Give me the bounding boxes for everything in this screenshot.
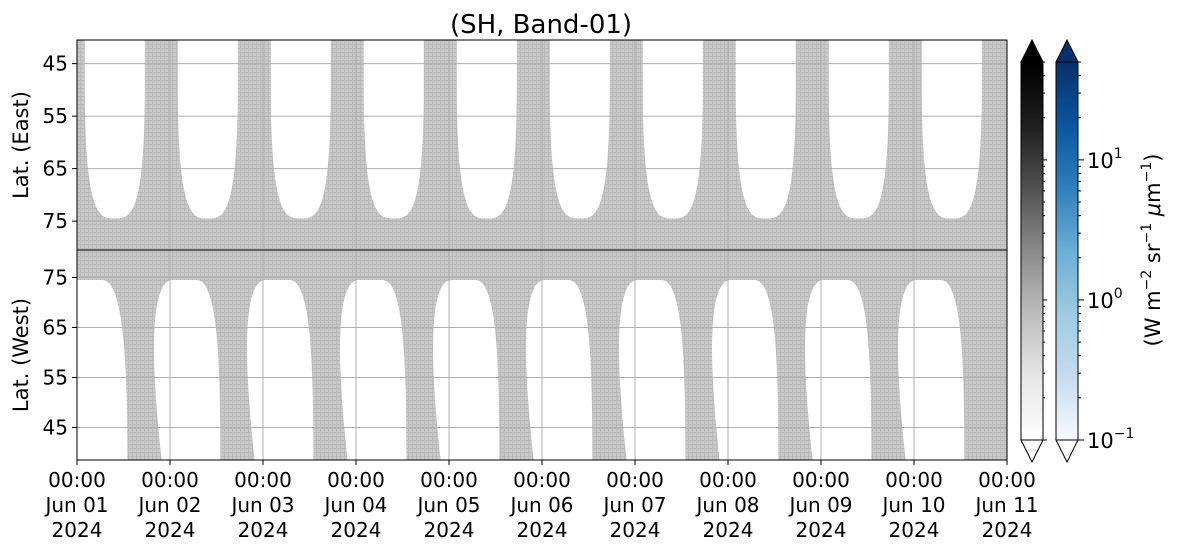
x-tick-label-line: Jun 09 — [787, 493, 852, 517]
x-tick-label: 00:00 Jun 06 2024 — [508, 468, 573, 542]
east-y-ticks: 45 55 65 75 — [43, 52, 77, 233]
colorbar-tick-label: 101 — [1087, 146, 1123, 173]
east-night-band — [84, 40, 145, 219]
east-night-band — [735, 40, 796, 219]
colorbars — [1020, 38, 1079, 464]
west-night-band — [340, 280, 407, 460]
west-night-band — [526, 280, 593, 460]
west-night-band — [154, 280, 221, 460]
east-night-band — [828, 40, 889, 219]
west-y-tick-label: 45 — [43, 416, 68, 440]
x-tick-label-line: 2024 — [517, 518, 568, 542]
x-tick-label-line: Jun 01 — [43, 493, 108, 517]
east-night-band — [642, 40, 703, 219]
east-y-axis-label: Lat. (East) — [9, 91, 33, 199]
east-y-tick-label: 55 — [43, 104, 68, 128]
east-night-band — [177, 40, 238, 219]
x-tick-label-line: 2024 — [145, 518, 196, 542]
east-night-band — [363, 40, 424, 219]
colorbar-label: (W m−2 sr−1 μm−1) — [1139, 154, 1165, 347]
x-tick-label: 00:00 Jun 01 2024 — [43, 468, 108, 542]
x-tick-label-line: Jun 03 — [229, 493, 294, 517]
x-tick-label-line: 00:00 — [513, 468, 571, 492]
west-y-ticks: 75 65 55 45 — [43, 266, 77, 440]
west-night-band — [77, 280, 128, 460]
x-tick-label-line: 00:00 — [885, 468, 943, 492]
x-tick-label-line: Jun 11 — [973, 493, 1038, 517]
west-panel: 75 65 55 45 Lat. (West) — [9, 249, 1008, 461]
x-tick-label-line: 00:00 — [699, 468, 757, 492]
west-y-tick-label: 55 — [43, 366, 68, 390]
x-tick-label: 00:00 Jun 09 2024 — [787, 468, 852, 542]
greys-colorbar-extend-min — [1020, 439, 1044, 464]
x-tick-label-line: 2024 — [424, 518, 475, 542]
west-night-band — [619, 280, 686, 460]
x-tick-label: 00:00 Jun 02 2024 — [136, 468, 201, 542]
x-tick-label: 00:00 Jun 10 2024 — [880, 468, 945, 542]
greys-colorbar — [1020, 61, 1044, 441]
east-night-bands — [84, 40, 982, 219]
x-tick-label-line: Jun 06 — [508, 493, 573, 517]
x-tick-label: 00:00 Jun 08 2024 — [694, 468, 759, 542]
x-tick-label: 00:00 Jun 05 2024 — [415, 468, 480, 542]
x-tick-label: 00:00 Jun 07 2024 — [601, 468, 666, 542]
x-tick-label-line: 00:00 — [978, 468, 1036, 492]
x-tick-label: 00:00 Jun 11 2024 — [973, 468, 1038, 542]
west-night-band — [805, 280, 872, 460]
west-night-band — [247, 280, 314, 460]
x-tick-label: 00:00 Jun 03 2024 — [229, 468, 294, 542]
west-y-tick-label: 75 — [43, 266, 68, 290]
x-tick-label-line: 00:00 — [234, 468, 292, 492]
x-tick-label-line: 2024 — [982, 518, 1033, 542]
x-tick-label-line: 00:00 — [792, 468, 850, 492]
x-tick-label-line: 00:00 — [48, 468, 106, 492]
x-tick-label-line: 2024 — [331, 518, 382, 542]
x-tick-label-line: Jun 08 — [694, 493, 759, 517]
blues-colorbar-extend-min — [1055, 439, 1079, 464]
east-y-tick-label: 75 — [43, 209, 68, 233]
colorbar-tick-label: 10−1 — [1087, 426, 1134, 453]
west-y-axis-label: Lat. (West) — [9, 298, 33, 412]
west-night-band — [433, 280, 500, 460]
x-tick-label-line: 00:00 — [606, 468, 664, 492]
x-tick-label-line: 2024 — [796, 518, 847, 542]
east-y-tick-label: 65 — [43, 157, 68, 181]
greys-colorbar-extend-max — [1020, 38, 1044, 63]
colorbar-ticks: 10−1 100 101 — [1043, 61, 1134, 453]
x-tick-label-line: 00:00 — [420, 468, 478, 492]
x-tick-label-line: 2024 — [703, 518, 754, 542]
x-tick-label-line: 00:00 — [327, 468, 385, 492]
west-night-bands — [77, 280, 965, 460]
x-tick-label-line: 2024 — [889, 518, 940, 542]
east-night-band — [549, 40, 610, 219]
x-tick-label: 00:00 Jun 04 2024 — [322, 468, 387, 542]
x-tick-label-line: 00:00 — [141, 468, 199, 492]
x-tick-label-line: 2024 — [52, 518, 103, 542]
x-tick-label-line: Jun 05 — [415, 493, 480, 517]
x-tick-label-line: Jun 07 — [601, 493, 666, 517]
west-night-band — [712, 280, 779, 460]
x-tick-label-line: Jun 02 — [136, 493, 201, 517]
west-y-tick-label: 65 — [43, 316, 68, 340]
x-tick-label-line: 2024 — [610, 518, 661, 542]
x-tick-label-line: Jun 04 — [322, 493, 387, 517]
chart-title: (SH, Band-01) — [450, 10, 632, 40]
east-night-band — [270, 40, 331, 219]
west-night-band — [898, 280, 965, 460]
x-tick-label-line: Jun 10 — [880, 493, 945, 517]
east-night-band — [921, 40, 982, 219]
colorbar-tick-label: 100 — [1087, 286, 1123, 313]
east-night-band — [456, 40, 517, 219]
east-panel: 45 55 65 75 Lat. (East) — [9, 39, 1008, 251]
blues-colorbar-extend-max — [1055, 38, 1079, 63]
x-tick-label-line: 2024 — [238, 518, 289, 542]
blues-colorbar — [1055, 61, 1079, 441]
east-y-tick-label: 45 — [43, 52, 68, 76]
